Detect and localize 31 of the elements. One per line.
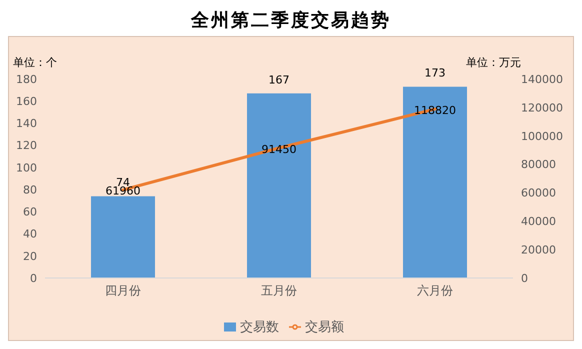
y-tick-label: 20 [23, 250, 37, 263]
y-tick-label: 140 [16, 117, 37, 130]
bar [403, 86, 467, 278]
bar [91, 196, 155, 278]
x-tick-label: 六月份 [417, 284, 453, 298]
legend-label: 交易数 [240, 320, 279, 335]
y2-tick-label: 60000 [521, 186, 556, 200]
chart-title: 全州第二季度交易趋势 [190, 9, 392, 33]
data-label: 167 [268, 73, 290, 86]
y-tick-label: 100 [16, 161, 37, 174]
y2-tick-label: 0 [521, 272, 528, 285]
y2-tick-label: 120000 [521, 101, 563, 114]
y-tick-label: 60 [23, 206, 37, 219]
x-tick-label: 四月份 [105, 284, 141, 298]
y2-tick-label: 100000 [521, 130, 563, 143]
y-axis-title: 单位：个 [13, 55, 57, 70]
y2-tick-label: 80000 [521, 158, 556, 172]
y-tick-label: 40 [23, 228, 37, 241]
legend-label: 交易额 [305, 320, 344, 335]
y2-axis-title: 单位：万元 [466, 55, 521, 70]
data-label: 173 [424, 66, 446, 80]
x-tick-label: 五月份 [261, 284, 297, 298]
y2-tick-label: 140000 [521, 72, 563, 86]
y-tick-label: 80 [23, 183, 37, 196]
y-tick-label: 120 [16, 139, 37, 152]
y-tick-label: 180 [16, 72, 37, 86]
y2-tick-label: 40000 [521, 215, 556, 228]
y-tick-label: 160 [16, 95, 37, 108]
y2-tick-label: 20000 [521, 243, 556, 256]
bar [247, 93, 311, 278]
y-tick-label: 0 [30, 272, 37, 285]
